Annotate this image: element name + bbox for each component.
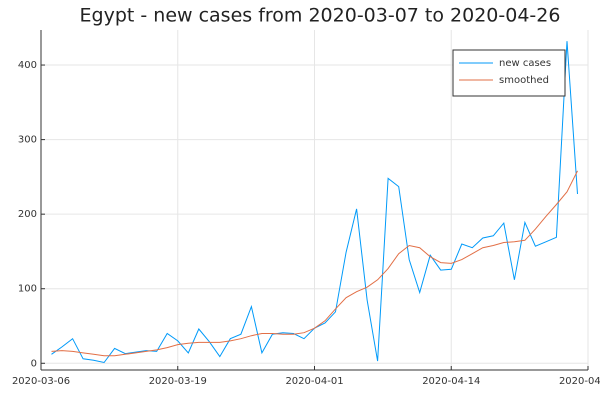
legend: new cases smoothed [452,49,566,97]
y-tick-label: 300 [18,135,37,146]
y-tick-label: 200 [18,209,37,220]
legend-label: smoothed [499,75,549,86]
chart-title: Egypt - new cases from 2020-03-07 to 202… [80,5,561,27]
legend-box [452,49,566,97]
y-tick-label: 0 [31,358,37,369]
x-tick-label: 2020-04-14 [422,376,480,387]
y-tick-label: 400 [18,60,37,71]
legend-label: new cases [499,58,551,69]
x-tick-label: 2020-04-27 [559,376,600,387]
series-line [51,170,578,357]
y-tick-label: 100 [18,284,37,295]
x-tick-label: 2020-04-01 [285,376,343,387]
x-tick-label: 2020-03-06 [12,376,70,387]
x-tick-label: 2020-03-19 [149,376,207,387]
